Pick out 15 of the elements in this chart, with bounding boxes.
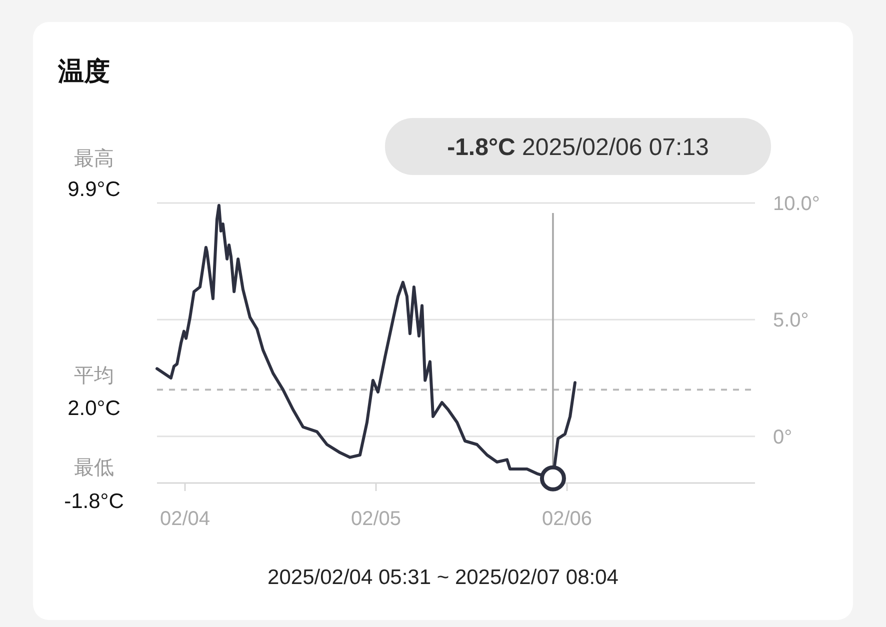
- y-tick-label: 5.0°: [773, 310, 809, 332]
- y-tick-label: 0°: [773, 426, 792, 448]
- text: -1.8°C: [64, 490, 124, 513]
- text: 2.0°C: [68, 397, 120, 420]
- text: 9.9°C: [68, 178, 120, 201]
- x-tick-label: 02/05: [350, 508, 402, 530]
- text: -1.8°C 2025/02/06 07:13: [447, 134, 709, 161]
- text: 最低: [74, 457, 114, 479]
- text: 最高: [74, 147, 114, 170]
- x-tick-label: 02/06: [542, 508, 592, 530]
- chart-title: 温度: [57, 56, 110, 86]
- text: 2025/02/04 05:31 ~ 2025/02/07 08:04: [268, 566, 619, 589]
- x-tick-label: 02/04: [160, 508, 210, 530]
- y-tick-label: 10.0°: [773, 193, 820, 215]
- text: 平均: [74, 365, 114, 387]
